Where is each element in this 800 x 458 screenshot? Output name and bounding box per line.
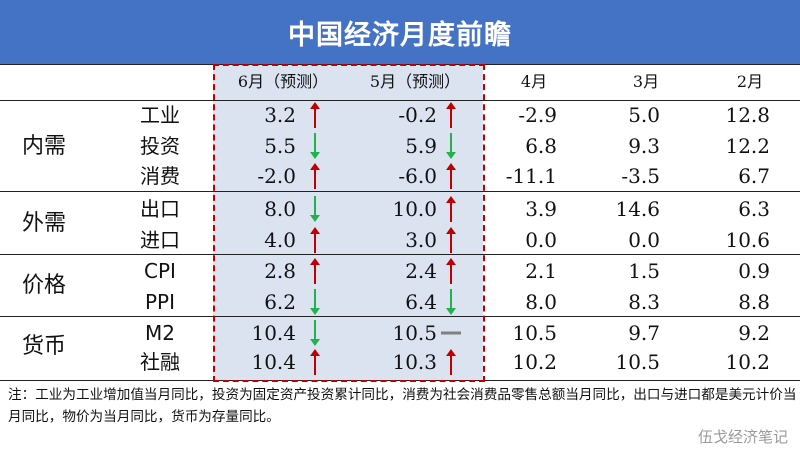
- category-label: 价格: [22, 273, 67, 298]
- row-divider: [0, 100, 800, 101]
- row-label: 进口: [140, 228, 180, 252]
- value-cell: 6.8: [525, 134, 557, 158]
- arrow-down-icon: [310, 196, 320, 222]
- value-cell: 10.6: [725, 228, 770, 252]
- value-cell: 2.8: [264, 259, 296, 283]
- category-label: 内需: [22, 134, 67, 159]
- row-divider: [0, 316, 800, 317]
- row-label: 出口: [140, 197, 180, 221]
- page-title: 中国经济月度前瞻: [0, 0, 800, 64]
- value-cell: 0.9: [738, 259, 770, 283]
- value-cell: 12.8: [725, 103, 770, 127]
- category-label: 货币: [22, 334, 67, 359]
- footnote: 注：工业为工业增加值当月同比，投资为固定资产投资累计同比，消费为社会消费品零售总…: [8, 387, 797, 425]
- value-cell: -11.1: [505, 164, 557, 188]
- value-cell: 0.0: [628, 228, 660, 252]
- column-header: 3月: [632, 72, 660, 91]
- value-cell: 0.0: [525, 228, 557, 252]
- value-cell: 10.5: [512, 321, 557, 345]
- row-label: 投资: [140, 134, 180, 158]
- arrow-up-icon: [310, 163, 320, 189]
- arrow-up-icon: [446, 349, 456, 375]
- value-cell: -0.2: [398, 103, 437, 127]
- value-cell: 2.4: [405, 259, 437, 283]
- row-label: PPI: [144, 290, 176, 314]
- value-cell: 10.4: [251, 350, 296, 374]
- value-cell: 10.5: [392, 321, 437, 345]
- category-label: 外需: [22, 211, 67, 236]
- arrow-up-icon: [446, 163, 456, 189]
- row-divider: [0, 254, 800, 255]
- value-cell: -2.9: [518, 103, 557, 127]
- value-cell: 1.5: [628, 259, 660, 283]
- watermark: 伍戈经济笔记: [697, 428, 788, 446]
- value-cell: 10.4: [251, 321, 296, 345]
- row-divider: [0, 191, 800, 192]
- value-cell: 3.2: [264, 103, 296, 127]
- arrow-down-icon: [310, 133, 320, 159]
- value-cell: 8.3: [628, 290, 660, 314]
- row-label: 消费: [140, 164, 180, 188]
- value-cell: 6.7: [738, 164, 770, 188]
- row-label: CPI: [144, 259, 176, 283]
- value-cell: 6.4: [405, 290, 437, 314]
- arrow-up-icon: [310, 102, 320, 128]
- arrow-down-icon: [310, 320, 320, 346]
- arrow-up-icon: [310, 227, 320, 253]
- arrow-down-icon: [446, 289, 456, 315]
- value-cell: 10.2: [512, 350, 557, 374]
- row-label: M2: [145, 321, 175, 345]
- value-cell: 10.5: [615, 350, 660, 374]
- value-cell: 3.0: [405, 228, 437, 252]
- value-cell: 10.2: [725, 350, 770, 374]
- value-cell: 4.0: [264, 228, 296, 252]
- value-cell: 2.1: [525, 259, 557, 283]
- value-cell: 6.2: [264, 290, 296, 314]
- column-header: 4月: [520, 72, 548, 91]
- value-cell: -3.5: [621, 164, 660, 188]
- value-cell: 8.8: [738, 290, 770, 314]
- value-cell: 14.6: [615, 197, 660, 221]
- arrow-up-icon: [446, 227, 456, 253]
- value-cell: -6.0: [398, 164, 437, 188]
- value-cell: 5.0: [628, 103, 660, 127]
- value-cell: 8.0: [525, 290, 557, 314]
- forecast-highlight: [213, 64, 483, 380]
- value-cell: 5.5: [264, 134, 296, 158]
- arrow-up-icon: [446, 258, 456, 284]
- value-cell: 8.0: [264, 197, 296, 221]
- value-cell: 12.2: [725, 134, 770, 158]
- arrow-up-icon: [310, 258, 320, 284]
- arrow-up-icon: [446, 102, 456, 128]
- column-header: 6月（预测）: [237, 72, 329, 91]
- arrow-up-icon: [446, 196, 456, 222]
- value-cell: 3.9: [525, 197, 557, 221]
- value-cell: -2.0: [257, 164, 296, 188]
- value-cell: 6.3: [738, 197, 770, 221]
- value-cell: 9.3: [628, 134, 660, 158]
- value-cell: 9.7: [628, 321, 660, 345]
- value-cell: 9.2: [738, 321, 770, 345]
- column-header: 2月: [736, 72, 764, 91]
- row-label: 工业: [140, 103, 180, 127]
- column-header: 5月（预测）: [369, 72, 461, 91]
- flat-dash-icon: [441, 331, 461, 335]
- arrow-down-icon: [310, 289, 320, 315]
- arrow-up-icon: [310, 349, 320, 375]
- value-cell: 10.3: [392, 350, 437, 374]
- value-cell: 5.9: [405, 134, 437, 158]
- row-label: 社融: [140, 350, 180, 374]
- forecast-dashed-frame: [213, 64, 485, 382]
- value-cell: 10.0: [392, 197, 437, 221]
- arrow-down-icon: [446, 133, 456, 159]
